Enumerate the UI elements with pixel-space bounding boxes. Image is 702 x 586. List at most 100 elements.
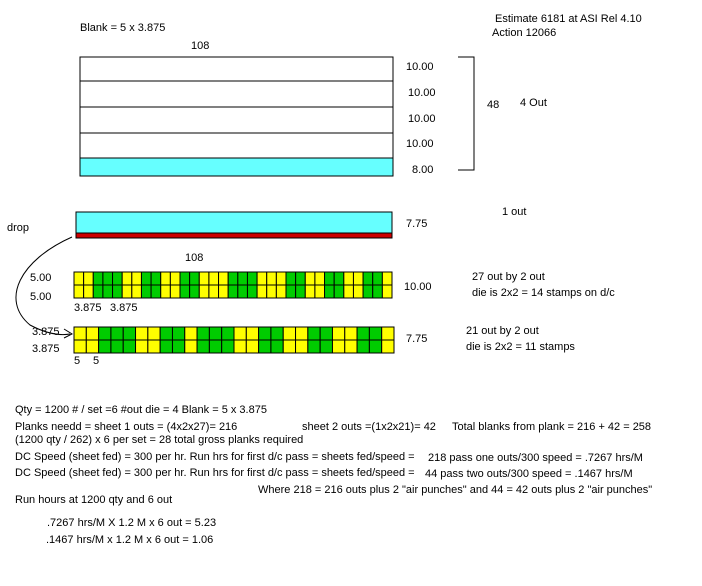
plank2-cell [147, 339, 161, 354]
plank1-cell [198, 271, 210, 286]
plank1-note-1: 27 out by 2 out [472, 271, 545, 283]
plank1-cell [372, 284, 383, 299]
plank2-note-1: 21 out by 2 out [466, 325, 539, 337]
plank1-cell [266, 271, 277, 286]
plank1-cell [150, 271, 162, 286]
plank1-cell [92, 284, 104, 299]
height-bracket [458, 56, 475, 171]
plank2-cell [233, 326, 247, 341]
plank1-cell [256, 284, 268, 299]
plank1-cell [314, 271, 326, 286]
plank2-cell [270, 339, 284, 354]
drop-label: drop [7, 222, 30, 234]
sheet-row-label-4: 10.00 [406, 138, 434, 150]
plank2-cell [356, 339, 370, 354]
plank2-cell [208, 339, 223, 354]
plank1-cell [352, 271, 364, 286]
calc-line-2c: Total blanks from plank = 216 + 42 = 258 [452, 421, 652, 433]
plank1-height-label: 10.00 [404, 281, 432, 293]
drop-strip-cyan [75, 211, 393, 234]
plank2-cell [221, 326, 235, 341]
plank2-cell [110, 339, 124, 354]
plank2-cell [245, 326, 260, 341]
plank1-cell [381, 284, 393, 299]
blank-size-label: Blank = 5 x 3.875 [80, 22, 166, 34]
calc-line-9: .1467 hrs/M x 1.2 M x 6 out = 1.06 [46, 534, 214, 546]
plank2-cell [344, 326, 358, 341]
sheet-row-4 [79, 132, 394, 159]
plank2-cell [356, 326, 370, 341]
plank2-cell [307, 326, 321, 341]
calc-line-4a: DC Speed (sheet fed) = 300 per hr. Run h… [15, 451, 415, 463]
plank1-cell [237, 271, 248, 286]
plank2-cell [331, 326, 346, 341]
plank2-cell [245, 339, 260, 354]
plank2-cell [122, 326, 137, 341]
plank1-cell [314, 284, 326, 299]
plank1-cell [169, 284, 181, 299]
plank1-cell [324, 284, 335, 299]
sheet-outs-label: 4 Out [520, 97, 547, 109]
calc-line-2b: sheet 2 outs =(1x2x21)= 42 [302, 421, 436, 433]
plank2-cell [135, 326, 149, 341]
plank1-cell [198, 284, 210, 299]
plank1-cell [266, 284, 277, 299]
plank2-cell [85, 326, 100, 341]
plank1-cell [150, 284, 162, 299]
plank1-cell [131, 271, 142, 286]
plank1-cell [169, 271, 181, 286]
drop-arrowhead [63, 328, 74, 339]
plank1-bottom-label-2: 3.875 [110, 302, 138, 314]
calc-line-2a: Planks needd = sheet 1 outs = (4x2x27)= … [15, 421, 238, 433]
plank1-cell [362, 271, 374, 286]
sheet-row-label-5: 8.00 [412, 164, 434, 176]
plank2-cell [307, 339, 321, 354]
plank2-cell [282, 326, 297, 341]
plank1-cell [256, 271, 268, 286]
plank1-bottom-label-1: 3.875 [74, 302, 102, 314]
sheet-row-2 [79, 80, 394, 108]
plank2-cell [221, 339, 235, 354]
plank1-cell [324, 271, 335, 286]
plank2-cell [270, 326, 284, 341]
plank1-cell [92, 271, 104, 286]
plank2-cell [196, 339, 210, 354]
calc-line-5a: DC Speed (sheet fed) = 300 per hr. Run h… [15, 467, 415, 479]
plank2-cell [282, 339, 297, 354]
plank1-cell [112, 271, 123, 286]
plank1-cell [227, 271, 239, 286]
plank1-width-label: 108 [185, 252, 204, 264]
plank1-cell [333, 271, 345, 286]
plank1-cell [275, 271, 287, 286]
plank2-cell [159, 326, 173, 341]
sheet-row-label-2: 10.00 [408, 87, 436, 99]
plank2-note-2: die is 2x2 = 11 stamps [466, 341, 575, 353]
plank1-cell [160, 271, 171, 286]
plank1-cell [189, 271, 200, 286]
plank1-cell [73, 284, 85, 299]
plank1-cell [227, 284, 239, 299]
drop-outs-label: 1 out [502, 206, 527, 218]
plank2-left-label-2: 3.875 [32, 343, 60, 355]
plank1-cell [73, 271, 85, 286]
plank2-cell [85, 339, 100, 354]
plank2-cell [331, 339, 346, 354]
drop-strip-red [75, 232, 393, 239]
plank1-left-label-1: 5.00 [30, 272, 52, 284]
plank1-cell [333, 284, 345, 299]
sheet-row-3 [79, 106, 394, 134]
plank1-cell [237, 284, 248, 299]
plank2-cell [319, 326, 333, 341]
plank2-cell [368, 326, 383, 341]
sheet-row-label-1: 10.00 [406, 61, 434, 73]
plank1-cell [285, 284, 297, 299]
calc-line-6: Where 218 = 216 outs plus 2 "air punches… [258, 484, 653, 496]
plank2-cell [135, 339, 149, 354]
plank1-cell [121, 271, 133, 286]
plank1-cell [208, 271, 220, 286]
sheet-width-label: 108 [191, 40, 210, 52]
calc-line-7: Run hours at 1200 qty and 6 out [15, 494, 173, 506]
sheet-row-5-cyan [79, 157, 394, 177]
plank2-cell [344, 339, 358, 354]
drop-arrow [15, 236, 73, 336]
